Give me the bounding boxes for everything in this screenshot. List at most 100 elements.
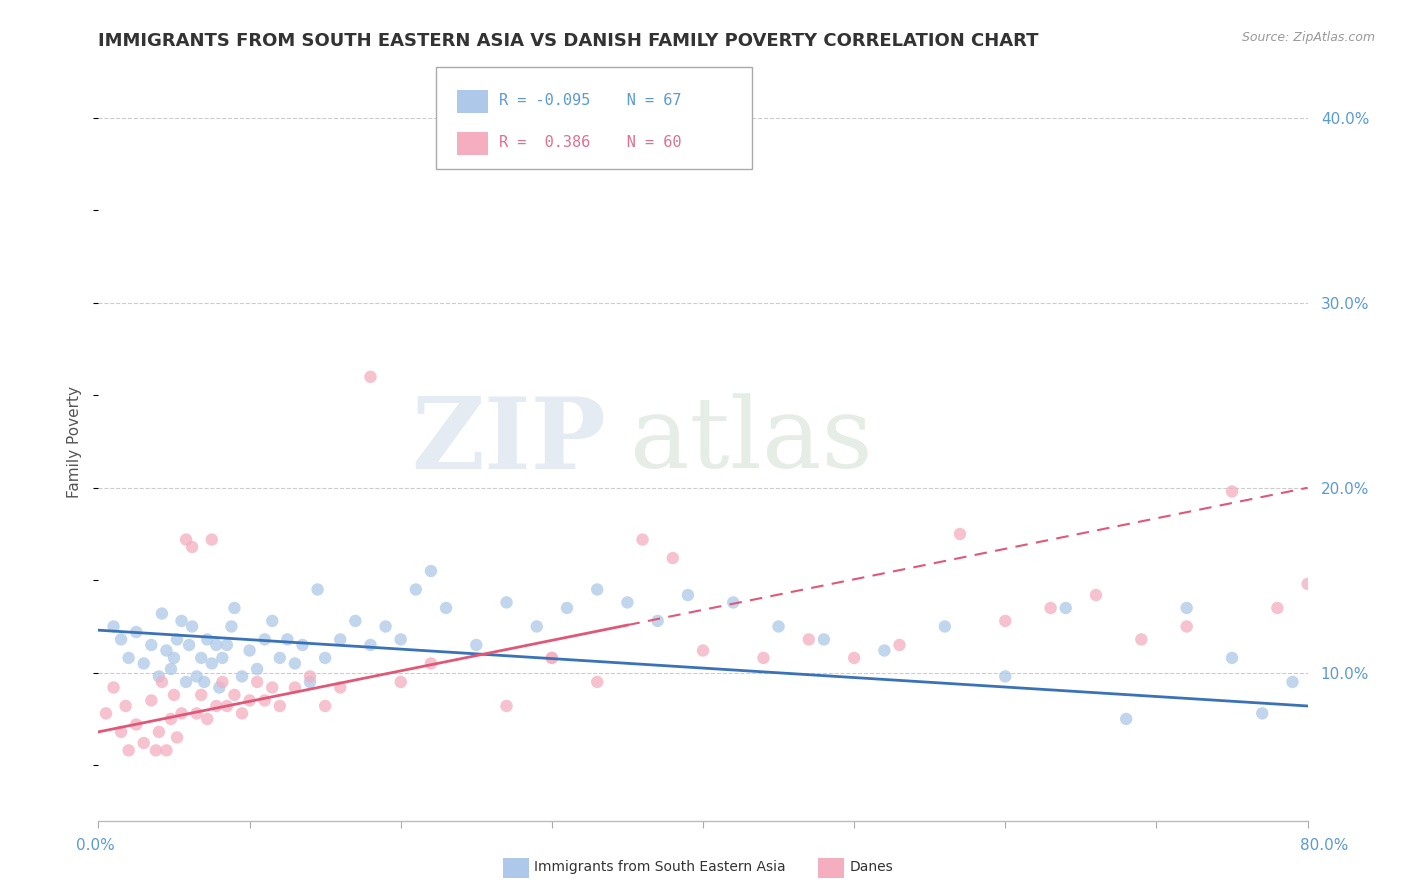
Point xyxy=(949,527,972,541)
Point xyxy=(813,632,835,647)
Point xyxy=(148,724,170,739)
Point xyxy=(495,698,517,713)
Text: 80.0%: 80.0% xyxy=(1301,838,1348,853)
Point xyxy=(141,693,163,707)
Point xyxy=(118,743,141,757)
Y-axis label: Family Poverty: Family Poverty xyxy=(67,385,83,498)
Point xyxy=(1267,601,1289,615)
Point xyxy=(1039,601,1062,615)
Point xyxy=(118,651,141,665)
Point xyxy=(231,706,253,721)
Point xyxy=(211,651,233,665)
Point xyxy=(186,706,208,721)
Point xyxy=(586,582,609,597)
Point xyxy=(631,533,654,547)
Point xyxy=(420,564,443,578)
Point xyxy=(166,731,188,745)
Point xyxy=(195,632,218,647)
Point xyxy=(723,595,745,609)
Point xyxy=(1220,484,1243,499)
Text: R = -0.095    N = 67: R = -0.095 N = 67 xyxy=(499,93,682,108)
Point xyxy=(284,657,307,671)
Point xyxy=(253,632,276,647)
Point xyxy=(246,675,269,690)
Point xyxy=(269,698,291,713)
Point xyxy=(205,698,228,713)
Point xyxy=(540,651,562,665)
Point xyxy=(1115,712,1137,726)
Point xyxy=(276,632,298,647)
Point xyxy=(344,614,367,628)
Point xyxy=(314,651,336,665)
Point xyxy=(434,601,457,615)
Point xyxy=(465,638,488,652)
Point xyxy=(205,638,228,652)
Point xyxy=(586,675,609,690)
Point xyxy=(141,638,163,652)
Point xyxy=(208,681,231,695)
Point xyxy=(132,736,155,750)
Point xyxy=(314,698,336,713)
Point xyxy=(239,693,262,707)
Point xyxy=(110,724,132,739)
Point xyxy=(160,662,183,676)
Point xyxy=(150,607,173,621)
Point xyxy=(253,693,276,707)
Point xyxy=(193,675,215,690)
Point xyxy=(299,669,322,683)
Point xyxy=(676,588,699,602)
Point xyxy=(239,643,262,657)
Point xyxy=(170,614,193,628)
Text: 0.0%: 0.0% xyxy=(76,838,115,853)
Point xyxy=(155,643,177,657)
Text: ZIP: ZIP xyxy=(412,393,606,490)
Point xyxy=(110,632,132,647)
Point xyxy=(768,619,790,633)
Point xyxy=(160,712,183,726)
Point xyxy=(360,638,382,652)
Point xyxy=(616,595,638,609)
Point xyxy=(150,675,173,690)
Point xyxy=(1130,632,1153,647)
Point xyxy=(181,540,204,554)
Point xyxy=(262,614,284,628)
Point xyxy=(291,638,314,652)
Point xyxy=(1296,577,1319,591)
Point xyxy=(299,675,322,690)
Point xyxy=(94,706,117,721)
Point xyxy=(360,369,382,384)
Point xyxy=(166,632,188,647)
Point xyxy=(132,657,155,671)
Point xyxy=(201,657,224,671)
Point xyxy=(405,582,427,597)
Point xyxy=(389,675,412,690)
Point xyxy=(215,638,238,652)
Point xyxy=(211,675,233,690)
Point xyxy=(201,533,224,547)
Point xyxy=(661,551,683,566)
Point xyxy=(307,582,329,597)
Point xyxy=(163,651,186,665)
Point xyxy=(1220,651,1243,665)
Point xyxy=(221,619,243,633)
Point xyxy=(844,651,866,665)
Point xyxy=(1054,601,1077,615)
Point xyxy=(190,651,212,665)
Point xyxy=(181,619,204,633)
Point xyxy=(1175,601,1198,615)
Text: IMMIGRANTS FROM SOUTH EASTERN ASIA VS DANISH FAMILY POVERTY CORRELATION CHART: IMMIGRANTS FROM SOUTH EASTERN ASIA VS DA… xyxy=(98,32,1039,50)
Point xyxy=(170,706,193,721)
Point xyxy=(145,743,167,757)
Point xyxy=(125,625,148,640)
Point xyxy=(163,688,186,702)
Point xyxy=(555,601,578,615)
Point xyxy=(190,688,212,702)
Point xyxy=(246,662,269,676)
Point xyxy=(329,632,352,647)
Point xyxy=(148,669,170,683)
Point xyxy=(526,619,548,633)
Point xyxy=(873,643,896,657)
Point xyxy=(269,651,291,665)
Point xyxy=(114,698,136,713)
Point xyxy=(186,669,208,683)
